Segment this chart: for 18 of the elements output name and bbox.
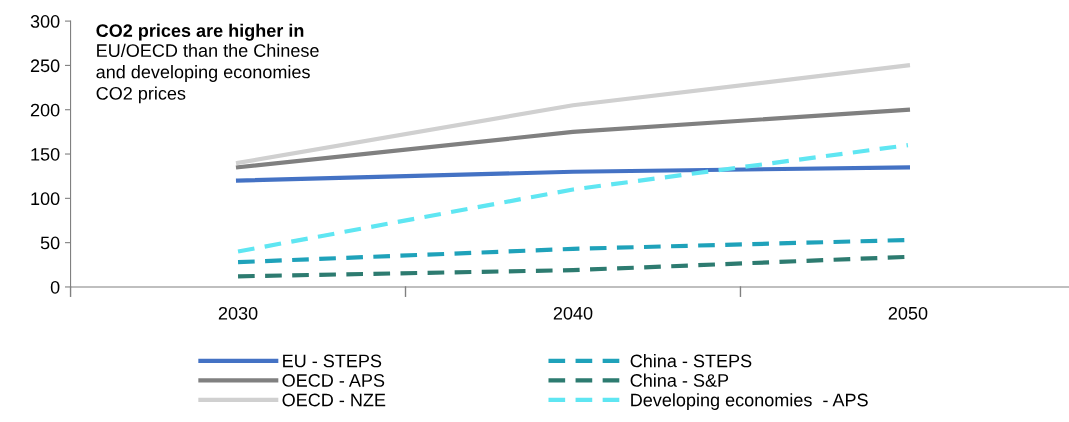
legend-label: China - S&P: [630, 373, 729, 387]
legend-label: OECD - APS: [282, 374, 385, 387]
x-tick-label: 2040: [553, 306, 593, 320]
y-tick-label: 50: [40, 236, 60, 250]
y-tick-label: 150: [31, 147, 60, 161]
x-tick-label: 2050: [888, 306, 928, 320]
legend-label: China - STEPS: [630, 354, 752, 368]
y-tick-label: 0: [50, 280, 60, 294]
annotation: EU/OECD than the Chinese and developing economies CO2 prices: [96, 43, 319, 104]
y-tick-label: 200: [30, 103, 60, 117]
legend-label: Developing economies - APS: [631, 393, 868, 410]
y-tick-label: 300: [30, 15, 60, 28]
y-tick-label: 250: [30, 59, 60, 73]
legend-label: OECD - NZE: [282, 393, 386, 407]
x-tick-label: 2030: [218, 306, 258, 320]
y-tick-label: 100: [31, 192, 60, 206]
legend-label: EU - STEPS: [283, 354, 382, 368]
chart-title: CO2 prices are higher in: [96, 23, 304, 41]
